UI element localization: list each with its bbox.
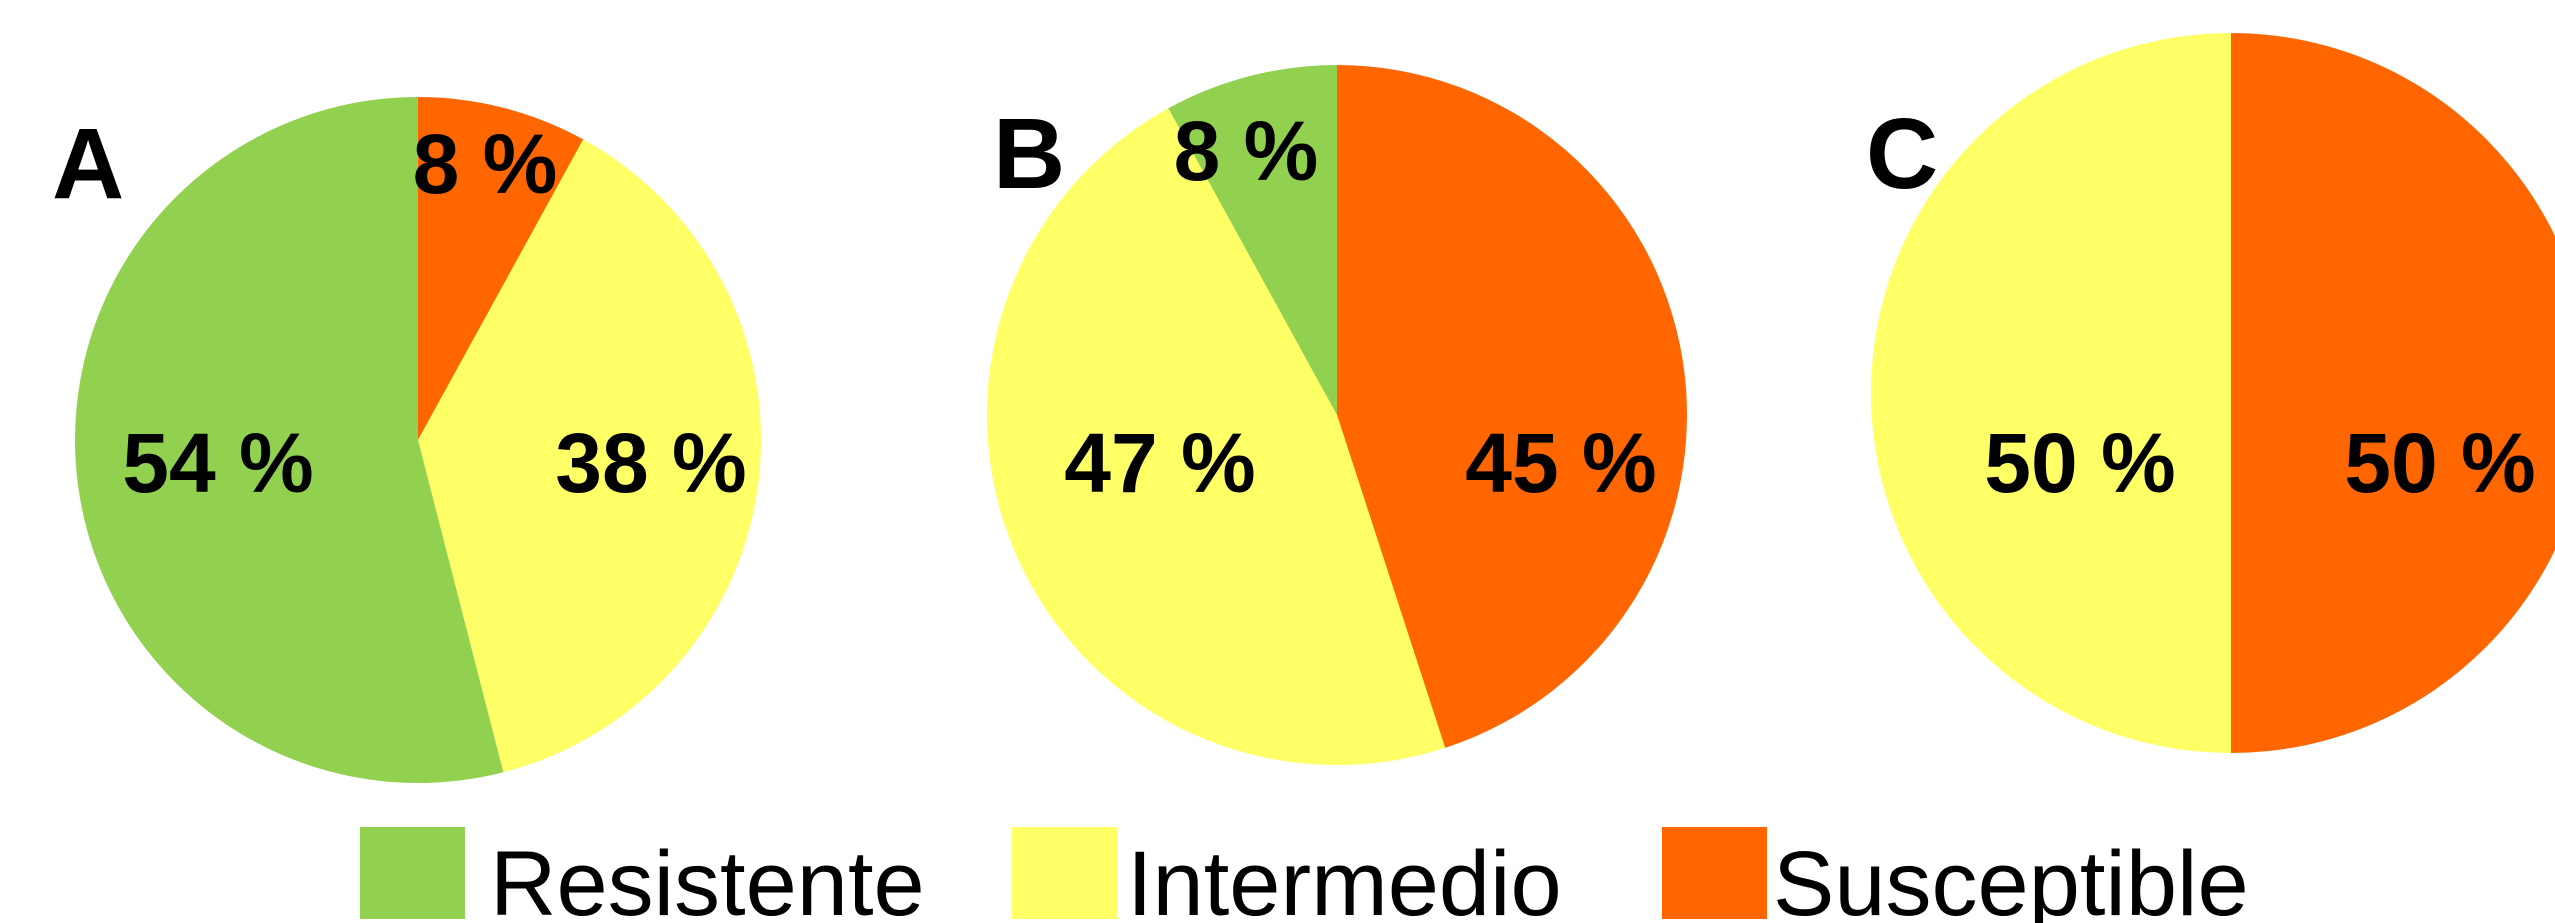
legend-label-susceptible: Susceptible [1773, 833, 2249, 923]
legend: Resistente Intermedio Susceptible [360, 827, 2249, 923]
pie-a-label-resistente: 54 % [122, 416, 313, 510]
pie-c-slice-susceptible [2231, 33, 2555, 753]
legend-swatch-resistente [360, 827, 465, 919]
legend-swatch-intermedio [1012, 827, 1117, 919]
pie-b-slice-resistente [1168, 65, 1337, 415]
pie-c-slice-intermedio [1871, 33, 2231, 753]
panel-letter-c: C [1866, 98, 1938, 210]
pie-b-label-intermedio: 47 % [1064, 416, 1255, 510]
legend-label-intermedio: Intermedio [1127, 833, 1562, 923]
pie-a-slice-resistente [75, 97, 504, 783]
pie-a-slice-intermedio [418, 139, 762, 773]
pie-chart-a: 8 % 38 % 54 % [75, 97, 762, 783]
panel-letter-a: A [52, 108, 124, 220]
pie-chart-b: 45 % 47 % 8 % [986, 65, 1688, 766]
legend-label-resistente: Resistente [490, 833, 925, 923]
pie-b-label-resistente: 8 % [1174, 104, 1319, 198]
panel-letter-b: B [993, 98, 1065, 210]
pie-chart-c: 50 % 50 % [1871, 33, 2555, 753]
pie-b-label-susceptible: 45 % [1465, 416, 1656, 510]
pie-b-slice-susceptible [1337, 65, 1688, 748]
pie-a-slice-susceptible [418, 97, 584, 440]
pie-c-label-susceptible: 50 % [2344, 416, 2535, 510]
pie-a-label-susceptible: 8 % [413, 117, 558, 211]
pie-a-label-intermedio: 38 % [555, 416, 746, 510]
legend-swatch-susceptible [1662, 827, 1767, 919]
pie-b-slice-intermedio [986, 108, 1446, 766]
pie-c-label-intermedio: 50 % [1984, 416, 2175, 510]
